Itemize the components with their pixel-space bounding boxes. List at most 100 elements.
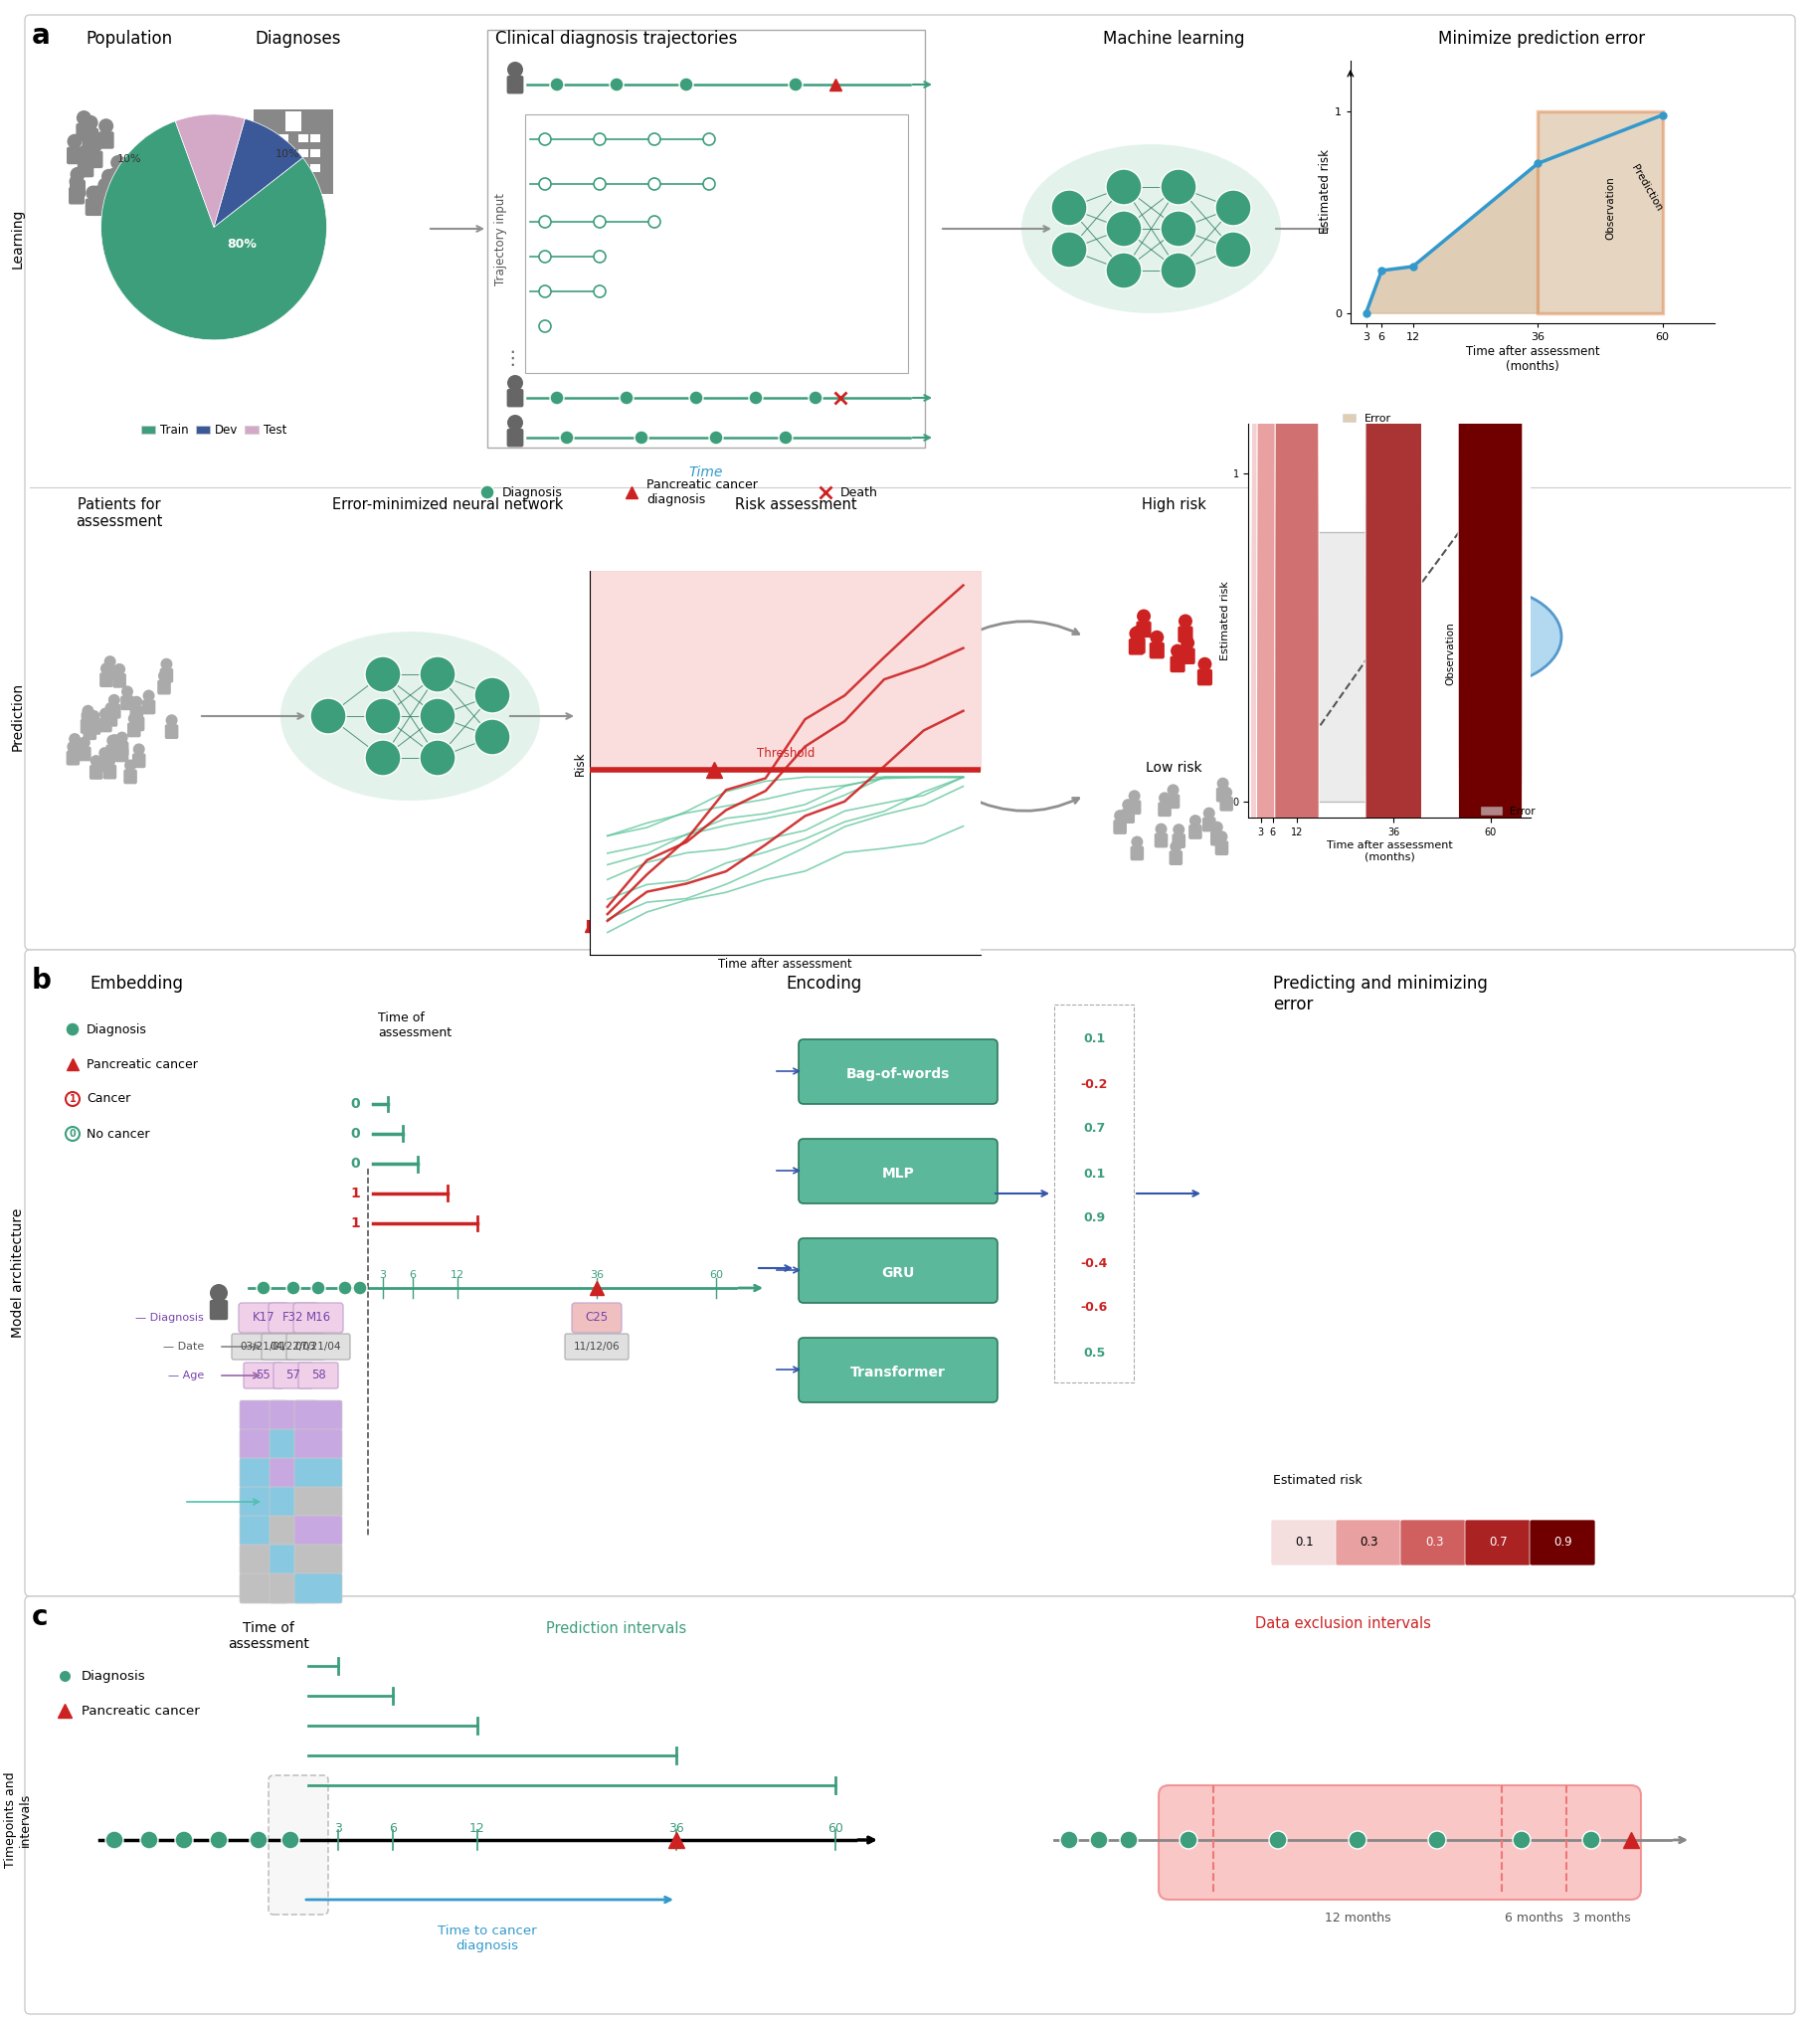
Circle shape (78, 145, 93, 160)
Text: 1: 1 (349, 1187, 360, 1201)
FancyBboxPatch shape (157, 680, 171, 695)
X-axis label: Time after assessment
(months): Time after assessment (months) (1465, 345, 1600, 374)
Text: Estimated risk: Estimated risk (1272, 1474, 1361, 1486)
Text: Time of
assessment: Time of assessment (228, 1621, 309, 1652)
Circle shape (475, 676, 510, 713)
FancyBboxPatch shape (104, 666, 116, 680)
FancyBboxPatch shape (1114, 820, 1127, 834)
FancyBboxPatch shape (124, 769, 136, 783)
FancyBboxPatch shape (78, 747, 91, 761)
Text: Bag-of-words: Bag-of-words (846, 1068, 950, 1080)
Circle shape (113, 664, 126, 674)
Circle shape (1365, 0, 1421, 2019)
Text: Time: Time (690, 466, 723, 479)
Text: 0.1: 0.1 (1083, 1167, 1105, 1179)
Text: Encoding: Encoding (786, 975, 861, 993)
Text: 12: 12 (470, 1821, 486, 1835)
Circle shape (166, 715, 178, 727)
Circle shape (788, 77, 803, 91)
Circle shape (142, 135, 158, 149)
Circle shape (508, 376, 522, 392)
Circle shape (1107, 210, 1141, 246)
FancyBboxPatch shape (109, 168, 126, 186)
FancyBboxPatch shape (96, 190, 113, 208)
Text: 1: 1 (69, 1094, 76, 1104)
Circle shape (309, 699, 346, 735)
FancyBboxPatch shape (66, 751, 80, 765)
Circle shape (1349, 1831, 1367, 1849)
FancyBboxPatch shape (240, 1573, 288, 1603)
Bar (298, 135, 308, 141)
Text: a: a (31, 22, 51, 50)
Wedge shape (175, 115, 246, 228)
FancyBboxPatch shape (506, 390, 524, 408)
Circle shape (1161, 210, 1196, 246)
Text: 0.1: 0.1 (1296, 1536, 1314, 1549)
FancyBboxPatch shape (80, 719, 95, 733)
FancyBboxPatch shape (133, 753, 146, 767)
FancyBboxPatch shape (142, 194, 158, 212)
Circle shape (539, 285, 551, 297)
FancyBboxPatch shape (240, 1401, 288, 1429)
FancyBboxPatch shape (240, 1516, 288, 1547)
FancyBboxPatch shape (98, 717, 113, 733)
Circle shape (1159, 791, 1170, 804)
Circle shape (87, 137, 102, 153)
Circle shape (648, 216, 661, 228)
Text: Low risk: Low risk (1145, 761, 1201, 775)
Circle shape (209, 1284, 228, 1302)
FancyBboxPatch shape (240, 1458, 288, 1488)
FancyBboxPatch shape (89, 198, 106, 216)
FancyBboxPatch shape (1465, 1520, 1531, 1565)
Bar (298, 149, 308, 157)
Circle shape (116, 737, 127, 749)
FancyBboxPatch shape (142, 701, 155, 715)
Circle shape (102, 170, 116, 184)
Circle shape (1161, 252, 1196, 289)
Text: Error-minimized neural network: Error-minimized neural network (331, 497, 562, 513)
Bar (309, 135, 320, 141)
Circle shape (116, 731, 127, 743)
Circle shape (104, 755, 116, 767)
Circle shape (748, 392, 763, 404)
Text: -0.2: -0.2 (1081, 1078, 1108, 1090)
Circle shape (1582, 1831, 1600, 1849)
FancyBboxPatch shape (82, 137, 98, 155)
Text: Diagnoses: Diagnoses (255, 30, 342, 48)
Text: Threshold: Threshold (757, 747, 815, 759)
Text: 3 months: 3 months (1572, 1912, 1631, 1924)
Circle shape (111, 155, 126, 170)
Circle shape (420, 699, 455, 735)
Text: Death: Death (841, 487, 877, 499)
Circle shape (82, 705, 95, 717)
Circle shape (1188, 814, 1201, 826)
FancyBboxPatch shape (25, 1597, 1795, 2015)
Circle shape (107, 695, 120, 707)
Text: Predicted cancer diagnosis
time window: Predicted cancer diagnosis time window (661, 911, 830, 939)
Circle shape (366, 741, 400, 775)
FancyBboxPatch shape (86, 198, 102, 216)
Circle shape (550, 77, 564, 91)
FancyBboxPatch shape (115, 741, 129, 757)
FancyBboxPatch shape (1188, 824, 1201, 840)
Text: Prediction: Prediction (1471, 563, 1509, 612)
FancyBboxPatch shape (104, 765, 116, 779)
FancyBboxPatch shape (131, 717, 144, 731)
Text: 12 months: 12 months (1325, 1912, 1390, 1924)
FancyBboxPatch shape (799, 1238, 997, 1302)
Circle shape (1119, 1831, 1138, 1849)
Text: ⋮: ⋮ (502, 349, 522, 367)
FancyBboxPatch shape (244, 1363, 284, 1389)
Text: 0: 0 (351, 1157, 360, 1171)
Circle shape (779, 430, 794, 444)
Circle shape (1179, 1831, 1198, 1849)
Text: b: b (31, 967, 51, 995)
FancyBboxPatch shape (69, 180, 86, 198)
Text: Cancer: Cancer (87, 1092, 131, 1106)
Text: 3: 3 (335, 1821, 342, 1835)
FancyBboxPatch shape (120, 697, 135, 711)
Circle shape (508, 63, 522, 77)
Text: Risk assessment: Risk assessment (735, 497, 857, 513)
Circle shape (1216, 830, 1228, 842)
FancyBboxPatch shape (240, 1486, 288, 1516)
